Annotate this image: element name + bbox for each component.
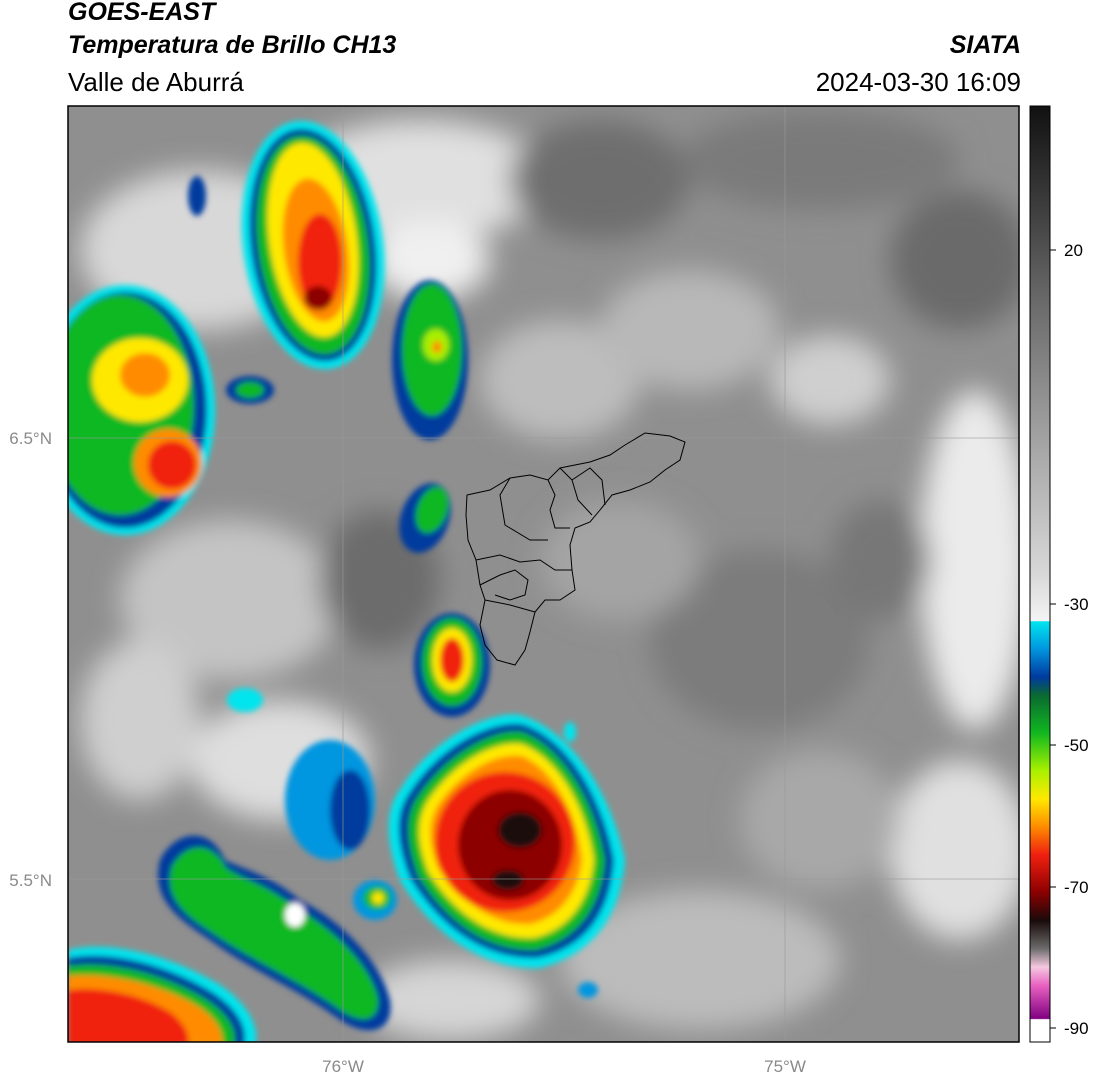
lat-tick-label: 6.5°N — [9, 429, 52, 448]
map-frame — [67, 105, 1020, 1043]
colorbar-tick-label: -30 — [1064, 595, 1089, 614]
organization-label: SIATA — [949, 31, 1021, 59]
brightness-temperature-field — [68, 106, 1019, 1042]
lat-tick-label: 5.5°N — [9, 871, 52, 890]
colorbar-tick-label: -90 — [1064, 1019, 1089, 1038]
region-label: Valle de Aburrá — [68, 67, 244, 97]
colorbar: 20 -30 -50 -70 -90 — [1029, 105, 1089, 1043]
cloud-cells — [68, 120, 625, 1042]
colorbar-ramp — [1029, 105, 1051, 1043]
satellite-title: GOES-EAST — [68, 0, 216, 26]
gridlines — [68, 106, 1019, 1042]
lon-tick-label: 75°W — [764, 1057, 806, 1076]
colorbar-tick-label: -70 — [1064, 878, 1089, 897]
timestamp-label: 2024-03-30 16:09 — [815, 67, 1021, 97]
product-title: Temperatura de Brillo CH13 — [68, 31, 397, 59]
valle-de-aburra-boundary — [465, 432, 686, 666]
colorbar-tick-label: 20 — [1064, 241, 1083, 260]
lon-tick-label: 76°W — [322, 1057, 364, 1076]
colorbar-tick-label: -50 — [1064, 736, 1089, 755]
